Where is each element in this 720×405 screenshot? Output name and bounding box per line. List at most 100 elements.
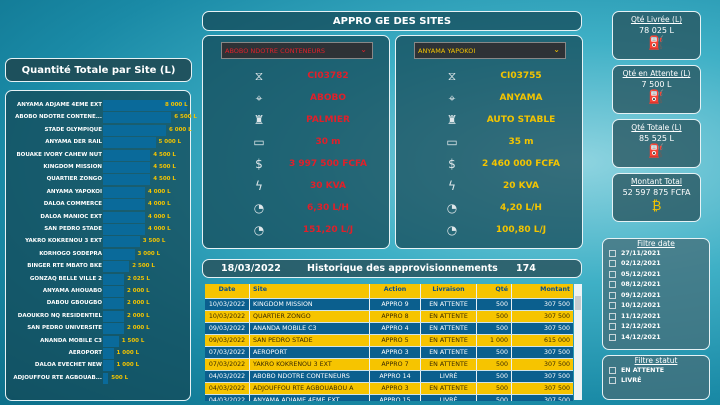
bar-row[interactable]: STADE OLYMPIQUE 6 000 L [6, 124, 192, 136]
bar-row[interactable]: BOUAKE IVORY CAHEW NUT 4 500 L [6, 149, 192, 161]
bar[interactable] [103, 199, 145, 211]
bar[interactable] [103, 162, 151, 173]
bar[interactable] [103, 186, 145, 198]
filter-option[interactable]: EN ATTENTE [603, 365, 709, 376]
bar[interactable] [103, 248, 135, 260]
bar[interactable] [103, 211, 145, 223]
lightning-icon: ϟ [255, 179, 263, 193]
column-header[interactable]: Action [370, 284, 421, 298]
bar[interactable] [103, 100, 187, 111]
checkbox[interactable] [609, 366, 616, 374]
bar-row[interactable]: ANYAMA AHOUABO 2 000 L [6, 286, 192, 297]
bar[interactable] [103, 310, 124, 322]
bar-label: ANANDA MOBILE C3 [40, 337, 102, 344]
checkbox[interactable] [609, 291, 616, 299]
kpi-card: Montant Total 52 597 875 FCFA ₿ [612, 173, 701, 222]
bar[interactable] [103, 174, 151, 186]
column-header[interactable]: Livraison [421, 284, 477, 298]
checkbox[interactable] [609, 323, 616, 331]
bar-row[interactable]: ANANDA MOBILE C3 1 500 L [6, 335, 192, 347]
bar-row[interactable]: BINGER RTE MBATO BKE 2 500 L [6, 261, 192, 273]
table-row[interactable]: 04/03/2022 ADJOUFFOU RTE AGBOUABOU A APPRO… [205, 383, 573, 395]
checkbox[interactable] [609, 270, 616, 278]
bar-row[interactable]: SAN PEDRO STADE 4 000 L [6, 224, 192, 235]
filter-option[interactable]: 02/12/2021 [603, 259, 709, 270]
bar-row[interactable]: YAKRO KOKRENOU 3 EXT 3 500 L [6, 236, 192, 248]
table-cell: EN ATTENTE [421, 359, 477, 370]
filter-option[interactable]: 10/12/2021 [603, 301, 709, 312]
scrollbar-thumb[interactable] [575, 296, 581, 310]
bar-value-label: 2 000 L [127, 300, 150, 307]
bar-row[interactable]: QUARTIER ZONGO 4 500 L [6, 174, 192, 186]
table-scrollbar[interactable] [574, 284, 582, 400]
bar-row[interactable]: DALOA EVECHET NEW 1 000 L [6, 360, 192, 372]
table-row[interactable]: 09/03/2022 ANANDA MOBILE C3 APPRO 4 EN ATTE… [205, 323, 573, 335]
chevron-down-icon: ⌄ [553, 45, 560, 54]
table-row[interactable]: 07/03/2022 YAKRO KOKRENOU 3 EXT APPRO 7 EN … [205, 359, 573, 371]
column-header[interactable]: Date [205, 284, 250, 298]
bar[interactable] [103, 149, 151, 161]
filter-option-label: 05/12/2021 [621, 270, 661, 278]
location-pin-icon: ⌖ [448, 91, 456, 105]
column-header[interactable]: Qté [477, 284, 512, 298]
table-cell: APPRO 3 [370, 383, 421, 394]
table-row[interactable]: 10/03/2022 QUARTIER ZONGO APPRO 8 EN ATTENT… [205, 311, 573, 323]
filter-option[interactable]: 05/12/2021 [603, 269, 709, 280]
bar-row[interactable]: DABOU GBOUGBO 2 000 L [6, 298, 192, 310]
bar[interactable] [103, 348, 114, 359]
bar-row[interactable]: DAOUKRO NQ RESIDENTIEL 2 000 L [6, 310, 192, 322]
bar[interactable] [103, 372, 109, 384]
column-header[interactable]: Site [250, 284, 370, 298]
bar-row[interactable]: ABOBO NDOTRE CONTENE... 6 500 L [6, 112, 197, 124]
bar-row[interactable]: DALOA COMMERCE 4 000 L [6, 199, 192, 211]
bar-row[interactable]: ADJOUFFOU RTE AGBOUAB... 500 L [6, 372, 192, 384]
filter-option[interactable]: 08/12/2021 [603, 280, 709, 291]
filter-option[interactable]: 11/12/2021 [603, 311, 709, 322]
filter-option[interactable]: LIVRÉ [603, 376, 709, 387]
table-row[interactable]: 04/03/2022 ANYAMA ADJAME 4EME EXT APPRO 15… [205, 395, 573, 401]
table-row[interactable]: 09/03/2022 SAN PEDRO STADE APPRO 5 EN ATTEN… [205, 335, 573, 347]
filter-option[interactable]: 12/12/2021 [603, 322, 709, 333]
bar-row[interactable]: ANYAMA DER RAIL 5 000 L [6, 137, 192, 149]
bar[interactable] [103, 112, 172, 124]
bar-row[interactable]: ANYAMA YAPOKOI 4 000 L [6, 186, 192, 198]
checkbox[interactable] [609, 249, 616, 257]
bar-row[interactable]: GONZAQ BELLE VILLE 2 2 025 L [6, 273, 192, 285]
site-info-value: 100,80 L/J [495, 225, 547, 235]
bar-row[interactable]: SAN PEDRO UNIVERSITE 2 000 L [6, 323, 192, 335]
table-row[interactable]: 07/03/2022 AEROPORT APPRO 3 EN ATTENTE 500 30… [205, 347, 573, 359]
site-dropdown[interactable]: ABOBO NDOTRE CONTENEURS ⌄ [221, 42, 373, 59]
table-cell: ABOBO NDOTRE CONTENEURS [250, 371, 370, 382]
bar[interactable] [103, 137, 156, 149]
bar-row[interactable]: KINGDOM MISSION 4 500 L [6, 162, 192, 173]
bar-row[interactable]: KORHOGO SODEPRA 3 000 L [6, 248, 192, 260]
filter-option[interactable]: 14/12/2021 [603, 332, 709, 343]
bar[interactable] [103, 124, 166, 136]
site-dropdown[interactable]: ANYAMA YAPOKOI ⌄ [414, 42, 566, 59]
column-header[interactable]: Montant [540, 286, 570, 293]
checkbox[interactable] [609, 281, 616, 289]
bar[interactable] [103, 224, 145, 235]
bar-row[interactable]: AEROPORT 1 000 L [6, 348, 192, 359]
bar[interactable] [103, 335, 119, 347]
bar-label: YAKRO KOKRENOU 3 EXT [25, 238, 102, 245]
bar-row[interactable]: DALOA MANIOC EXT 4 000 L [6, 211, 192, 223]
checkbox[interactable] [609, 302, 616, 310]
bar[interactable] [103, 298, 124, 310]
bar-row[interactable]: ANYAMA ADJAME 4EME EXT 8 000 L [6, 100, 192, 111]
table-row[interactable]: 04/03/2022 ABOBO NDOTRE CONTENEURS APPRO 1… [205, 371, 573, 383]
bar[interactable] [103, 323, 124, 335]
checkbox[interactable] [609, 260, 616, 268]
bar[interactable] [103, 286, 124, 297]
checkbox[interactable] [609, 333, 616, 341]
table-row[interactable]: 10/03/2022 KINGDOM MISSION APPRO 9 EN ATTEN… [205, 299, 573, 311]
bar[interactable] [103, 261, 130, 273]
filter-option[interactable]: 27/11/2021 [603, 248, 709, 259]
bar-label: GONZAQ BELLE VILLE 2 [29, 275, 102, 282]
checkbox[interactable] [609, 377, 616, 385]
bar[interactable] [103, 360, 114, 372]
checkbox[interactable] [609, 312, 616, 320]
filter-option[interactable]: 09/12/2021 [603, 290, 709, 301]
bar[interactable] [103, 236, 140, 248]
bar[interactable] [103, 273, 125, 285]
